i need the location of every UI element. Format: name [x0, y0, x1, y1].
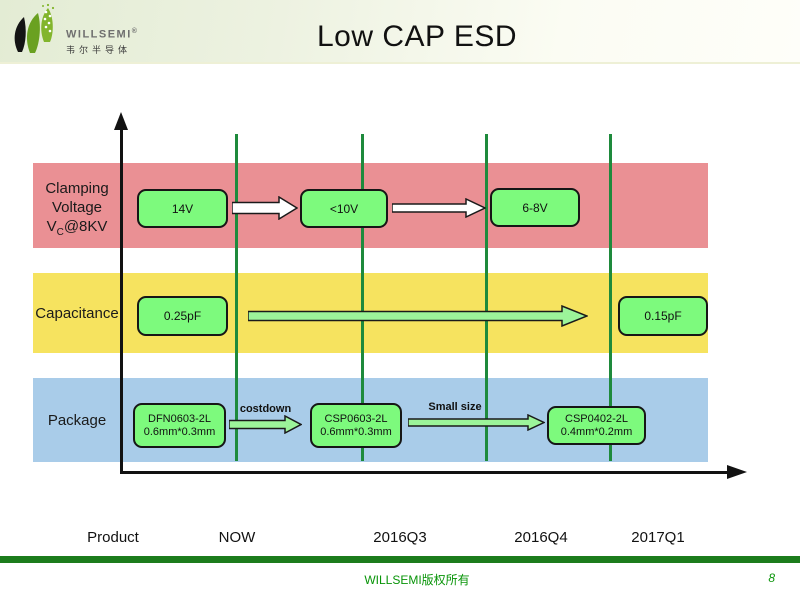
milestone-box-14v: 14V	[137, 189, 228, 228]
milestone-box-015pf: 0.15pF	[618, 296, 708, 336]
arrow-label-costdown: costdown	[239, 403, 292, 415]
x-axis-line	[121, 471, 728, 474]
milestone-box-025pf: 0.25pF	[137, 296, 228, 336]
x-axis-label-product: Product	[87, 529, 139, 546]
row-label-capacitance: Capacitance	[35, 305, 119, 322]
timeline-line-2017q1	[609, 134, 612, 461]
y-axis-line	[120, 128, 123, 474]
footer-bar	[0, 556, 800, 563]
milestone-box-68v: 6-8V	[490, 188, 580, 227]
milestone-box-csp0402: CSP0402-2L 0.4mm*0.2mm	[547, 406, 646, 445]
timeline-line-2016q4	[485, 134, 488, 461]
x-axis-label-2016q4: 2016Q4	[514, 529, 568, 546]
brand-name-text: WILLSEMI	[66, 28, 132, 41]
arrow-10v-to-68v	[392, 198, 486, 218]
x-axis-label-2016q3: 2016Q3	[373, 529, 427, 546]
x-axis-label-2017q1: 2017Q1	[631, 529, 685, 546]
footer-copyright: WILLSEMI版权所有	[364, 573, 470, 587]
brand-name-chinese: 韦尔半导体	[66, 44, 132, 55]
brand-name: WILLSEMI®	[66, 28, 138, 41]
slide-title: Low CAP ESD	[316, 20, 518, 53]
arrow-label-small-size: Small size	[428, 401, 482, 413]
willsemi-logo-icon	[14, 3, 55, 53]
timeline-line-2016q3	[361, 134, 364, 461]
timeline-line-now	[235, 134, 238, 461]
brand-text: WILLSEMI® 韦尔半导体	[66, 28, 138, 56]
arrow-small-size	[408, 414, 545, 431]
y-axis-arrowhead	[114, 112, 128, 130]
registered-mark: ®	[131, 28, 139, 35]
arrow-costdown	[229, 415, 302, 434]
milestone-box-csp0603: CSP0603-2L 0.6mm*0.3mm	[310, 403, 402, 448]
milestone-box-10v: <10V	[300, 189, 388, 228]
milestone-box-dfn0603: DFN0603-2L 0.6mm*0.3mm	[133, 403, 226, 448]
willsemi-logo: WILLSEMI® 韦尔半导体	[8, 2, 168, 60]
row-label-line: Voltage	[51, 199, 103, 216]
row-label-package: Package	[47, 412, 107, 429]
row-label-line: VC@8KV	[46, 218, 108, 238]
arrow-14v-to-10v	[232, 196, 298, 220]
slide-header: WILLSEMI® 韦尔半导体 Low CAP ESD	[0, 0, 800, 64]
arrow-capacitance-trend	[248, 305, 588, 327]
x-axis-label-now: NOW	[218, 529, 256, 546]
x-axis-arrowhead	[727, 465, 747, 479]
row-label-line: Clamping	[45, 180, 109, 197]
row-label-clamping-voltage: Clamping Voltage VC@8KV	[33, 179, 121, 242]
page-number: 8	[768, 571, 775, 585]
